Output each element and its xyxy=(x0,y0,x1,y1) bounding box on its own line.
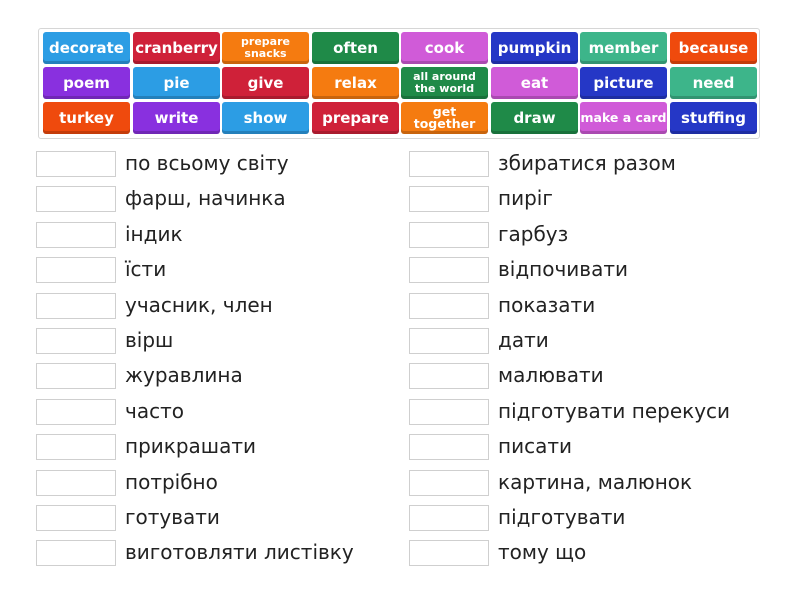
drop-target[interactable] xyxy=(409,505,489,531)
drop-target[interactable] xyxy=(409,292,489,319)
word-tile[interactable]: write xyxy=(133,102,220,134)
word-tile[interactable]: pie xyxy=(133,67,220,99)
definition-label: виготовляти листівку xyxy=(125,540,354,565)
word-tile[interactable]: often xyxy=(312,32,399,64)
word-tile[interactable]: prepare xyxy=(312,102,399,134)
word-tile[interactable]: poem xyxy=(43,67,130,99)
word-tile[interactable]: give xyxy=(222,67,309,99)
drop-target[interactable] xyxy=(36,398,116,425)
definition-label: журавлина xyxy=(125,363,243,388)
drop-target[interactable] xyxy=(36,151,116,177)
definition-label: учасник, член xyxy=(125,292,273,317)
drop-target[interactable] xyxy=(409,186,489,213)
definition-label: пиріг xyxy=(498,186,553,211)
definition-label: часто xyxy=(125,398,184,423)
drop-target[interactable] xyxy=(36,328,116,354)
drop-target[interactable] xyxy=(36,186,116,213)
word-bank xyxy=(38,28,760,139)
word-tile[interactable]: because xyxy=(670,32,757,64)
drop-target[interactable] xyxy=(36,363,116,390)
word-tile[interactable]: pumpkin xyxy=(491,32,578,64)
drop-target[interactable] xyxy=(36,221,116,248)
word-tile[interactable]: turkey xyxy=(43,102,130,134)
definition-label: гарбуз xyxy=(498,221,569,246)
definition-label: відпочивати xyxy=(498,257,628,282)
drop-target[interactable] xyxy=(409,328,489,354)
word-tile[interactable]: prepare snacks xyxy=(222,32,309,64)
definition-label: підготувати xyxy=(498,505,626,529)
word-tile[interactable]: cranberry xyxy=(133,32,220,64)
drop-target[interactable] xyxy=(409,434,489,461)
definition-label: потрібно xyxy=(125,469,218,494)
definition-label: по всьому світу xyxy=(125,151,289,175)
word-tile[interactable]: picture xyxy=(580,67,667,99)
drop-target[interactable] xyxy=(36,434,116,461)
drop-target[interactable] xyxy=(36,469,116,496)
definition-label: індик xyxy=(125,221,183,246)
drop-target[interactable] xyxy=(409,540,489,567)
definition-label: картина, малюнок xyxy=(498,469,693,494)
word-tile[interactable]: all around the world xyxy=(401,67,488,99)
definition-label: показати xyxy=(498,292,596,317)
drop-target[interactable] xyxy=(36,257,116,284)
drop-target[interactable] xyxy=(409,363,489,390)
word-tile[interactable]: decorate xyxy=(43,32,130,64)
drop-target[interactable] xyxy=(409,221,489,248)
definition-label: писати xyxy=(498,434,572,459)
drop-target[interactable] xyxy=(36,540,116,567)
word-tile[interactable]: get together xyxy=(401,102,488,134)
drop-target[interactable] xyxy=(409,151,489,177)
definition-label: фарш, начинка xyxy=(125,186,286,211)
definition-label: підготувати перекуси xyxy=(498,398,731,423)
definition-label: їсти xyxy=(125,257,167,282)
drop-target[interactable] xyxy=(36,505,116,531)
word-tile[interactable]: cook xyxy=(401,32,488,64)
definition-label: збиратися разом xyxy=(498,151,676,175)
drop-target[interactable] xyxy=(409,469,489,496)
word-tile[interactable]: draw xyxy=(491,102,578,134)
word-tile[interactable]: stuffing xyxy=(670,102,757,134)
word-tile[interactable]: show xyxy=(222,102,309,134)
definition-label: вірш xyxy=(125,328,174,352)
drop-target[interactable] xyxy=(409,257,489,284)
word-tile[interactable]: relax xyxy=(312,67,399,99)
word-tile[interactable]: eat xyxy=(491,67,578,99)
word-tile[interactable]: make a card xyxy=(580,102,667,134)
definition-label: прикрашати xyxy=(125,434,257,459)
definition-label: малювати xyxy=(498,363,604,388)
word-tile[interactable]: member xyxy=(580,32,667,64)
definition-label: дати xyxy=(498,328,549,352)
definition-label: готувати xyxy=(125,505,220,529)
definition-label: тому що xyxy=(498,540,587,565)
drop-target[interactable] xyxy=(409,398,489,425)
drop-target[interactable] xyxy=(36,292,116,319)
word-tile[interactable]: need xyxy=(670,67,757,99)
